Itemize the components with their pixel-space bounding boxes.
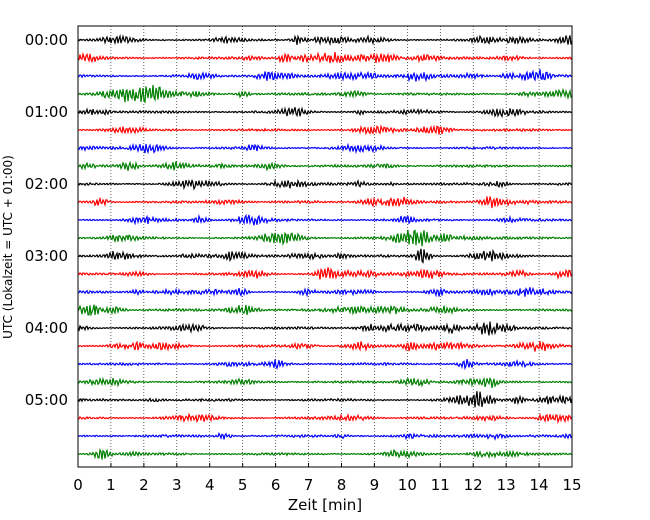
x-axis-ticks: 0 1 2 3 4 5 6 7 8 9 10 11 12 13 14 15 bbox=[73, 463, 582, 494]
x-tick-label: 4 bbox=[205, 476, 215, 494]
x-tick-label: 11 bbox=[431, 476, 450, 494]
y-tick-label: 05:00 bbox=[25, 391, 68, 409]
x-tick-label: 12 bbox=[464, 476, 483, 494]
x-tick-label: 1 bbox=[106, 476, 116, 494]
trace-line-04:45 bbox=[77, 376, 573, 389]
x-tick-label: 15 bbox=[562, 476, 581, 494]
trace-line-04:30 bbox=[77, 359, 573, 371]
x-axis-label: Zeit [min] bbox=[288, 496, 362, 514]
trace-line-04:15 bbox=[77, 340, 573, 352]
trace-line-04:00 bbox=[77, 321, 573, 336]
trace-line-01:45 bbox=[77, 160, 573, 172]
trace-line-00:15 bbox=[77, 51, 573, 64]
x-tick-label: 9 bbox=[370, 476, 380, 494]
x-tick-label: 10 bbox=[398, 476, 417, 494]
trace-line-05:30 bbox=[77, 432, 573, 441]
x-tick-label: 13 bbox=[497, 476, 516, 494]
trace-line-00:00 bbox=[77, 33, 573, 46]
plot-frame bbox=[77, 25, 573, 468]
trace-line-02:15 bbox=[77, 196, 573, 209]
trace-line-00:30 bbox=[77, 69, 573, 83]
y-tick-label: 03:00 bbox=[25, 247, 68, 265]
y-tick-label: 04:00 bbox=[25, 319, 68, 337]
y-tick-label: 02:00 bbox=[25, 175, 68, 193]
trace-line-02:30 bbox=[77, 213, 573, 226]
trace-line-01:15 bbox=[77, 124, 573, 136]
trace-line-03:30 bbox=[77, 286, 573, 298]
trace-line-03:45 bbox=[77, 304, 573, 317]
trace-line-03:00 bbox=[77, 248, 573, 264]
y-axis-ticks: 00:00 01:00 02:00 03:00 04:00 05:00 bbox=[25, 31, 82, 409]
trace-line-02:45 bbox=[77, 229, 573, 247]
trace-line-05:45 bbox=[77, 447, 573, 460]
y-axis-label: UTC (Lokalzeit = UTC + 01:00) bbox=[1, 155, 15, 339]
x-tick-label: 0 bbox=[73, 476, 83, 494]
y-tick-label: 01:00 bbox=[25, 103, 68, 121]
x-tick-label: 8 bbox=[337, 476, 347, 494]
trace-line-05:00 bbox=[77, 391, 573, 408]
x-tick-label: 14 bbox=[530, 476, 549, 494]
trace-line-00:45 bbox=[77, 84, 573, 104]
x-tick-label: 5 bbox=[238, 476, 248, 494]
x-tick-label: 6 bbox=[271, 476, 281, 494]
trace-lines bbox=[77, 33, 573, 460]
x-tick-label: 3 bbox=[172, 476, 182, 494]
x-tick-label: 7 bbox=[304, 476, 314, 494]
trace-line-05:15 bbox=[77, 412, 573, 425]
trace-line-03:15 bbox=[77, 267, 573, 281]
trace-line-02:00 bbox=[77, 178, 573, 191]
x-tick-label: 2 bbox=[139, 476, 149, 494]
trace-line-01:30 bbox=[77, 142, 573, 155]
y-tick-label: 00:00 bbox=[25, 31, 68, 49]
trace-line-01:00 bbox=[77, 106, 573, 119]
